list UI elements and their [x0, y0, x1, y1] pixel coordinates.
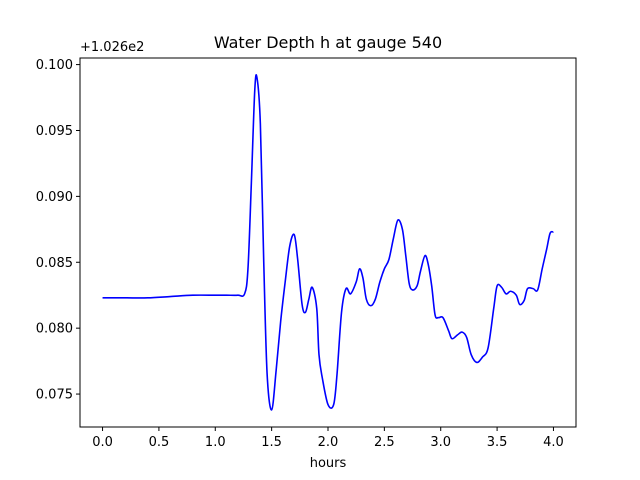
y-tick-label: 0.085 [36, 256, 73, 271]
series-layer [102, 74, 554, 411]
y-axis: 0.075 0.080 0.085 0.090 0.095 0.100 [36, 58, 80, 403]
x-tick-label: 2.5 [374, 435, 395, 450]
y-tick-label: 0.100 [36, 58, 73, 73]
y-tick-label: 0.090 [36, 190, 73, 205]
x-tick-label: 3.5 [487, 435, 508, 450]
x-tick-label: 1.5 [261, 435, 282, 450]
x-tick-label: 1.0 [205, 435, 226, 450]
y-tick-label: 0.095 [36, 124, 73, 139]
x-tick-label: 2.0 [318, 435, 339, 450]
x-axis-label: hours [310, 456, 347, 471]
y-offset-label: +1.026e2 [80, 40, 144, 55]
plot-area [80, 58, 576, 427]
x-tick-label: 3.0 [430, 435, 451, 450]
x-tick-label: 0.5 [149, 435, 170, 450]
x-tick-label: 0.0 [92, 435, 113, 450]
series-line-0 [102, 74, 554, 411]
x-tick-label: 4.0 [543, 435, 564, 450]
y-tick-label: 0.075 [36, 388, 73, 403]
y-tick-label: 0.080 [36, 322, 73, 337]
x-axis: 0.0 0.5 1.0 1.5 2.0 2.5 3.0 3.5 4.0 [92, 427, 564, 450]
chart-title: Water Depth h at gauge 540 [214, 33, 442, 52]
